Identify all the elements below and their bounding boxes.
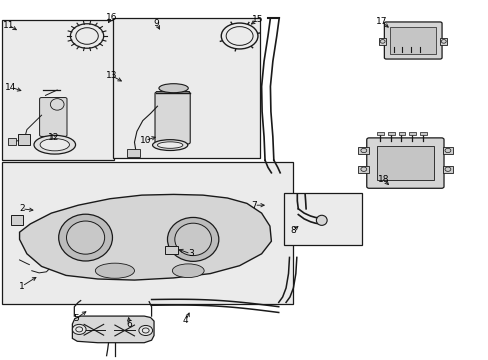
FancyBboxPatch shape [366, 138, 443, 188]
Bar [439, 38, 447, 45]
Text: 18: 18 [377, 175, 389, 184]
FancyBboxPatch shape [11, 215, 23, 225]
FancyBboxPatch shape [40, 98, 67, 136]
Bar [387, 132, 394, 135]
Bar [283, 193, 361, 245]
Text: 6: 6 [126, 320, 132, 329]
Bar [442, 147, 452, 154]
Ellipse shape [157, 142, 183, 148]
Text: 1: 1 [19, 282, 25, 291]
Ellipse shape [175, 223, 211, 256]
Text: 7: 7 [251, 201, 257, 210]
Bar [378, 38, 386, 45]
Ellipse shape [152, 140, 187, 150]
FancyBboxPatch shape [389, 27, 435, 54]
FancyBboxPatch shape [18, 134, 30, 145]
Bar [2, 162, 293, 304]
FancyBboxPatch shape [376, 146, 433, 180]
Polygon shape [20, 194, 271, 280]
Bar [113, 18, 260, 158]
Bar [376, 132, 383, 135]
Text: 2: 2 [19, 204, 25, 213]
Text: 3: 3 [187, 249, 193, 258]
Ellipse shape [95, 263, 134, 278]
Text: 10: 10 [139, 136, 151, 145]
FancyBboxPatch shape [155, 92, 190, 144]
Text: 12: 12 [48, 133, 60, 142]
Bar [2, 20, 114, 160]
Bar [398, 132, 405, 135]
Bar [419, 132, 426, 135]
Ellipse shape [59, 214, 112, 261]
Ellipse shape [172, 264, 204, 278]
FancyBboxPatch shape [165, 246, 178, 254]
Bar [408, 132, 415, 135]
Text: 4: 4 [183, 316, 188, 325]
Text: 5: 5 [73, 314, 79, 323]
Text: 14: 14 [5, 83, 17, 91]
Ellipse shape [66, 221, 104, 254]
Text: 9: 9 [153, 19, 159, 28]
Ellipse shape [167, 217, 218, 261]
Text: 8: 8 [290, 226, 296, 235]
FancyBboxPatch shape [8, 138, 16, 145]
Ellipse shape [159, 84, 188, 93]
Bar [358, 166, 368, 173]
Ellipse shape [316, 215, 326, 225]
Circle shape [139, 325, 152, 336]
Polygon shape [72, 316, 154, 343]
Text: 17: 17 [375, 17, 386, 26]
Ellipse shape [34, 135, 76, 154]
Text: 13: 13 [105, 71, 117, 80]
Ellipse shape [40, 139, 69, 151]
Bar [358, 147, 368, 154]
Circle shape [72, 324, 86, 334]
Text: 16: 16 [105, 13, 117, 22]
Text: 15: 15 [251, 15, 263, 24]
Bar [442, 166, 452, 173]
FancyBboxPatch shape [127, 149, 140, 157]
Text: 11: 11 [3, 21, 15, 30]
FancyBboxPatch shape [384, 22, 441, 59]
